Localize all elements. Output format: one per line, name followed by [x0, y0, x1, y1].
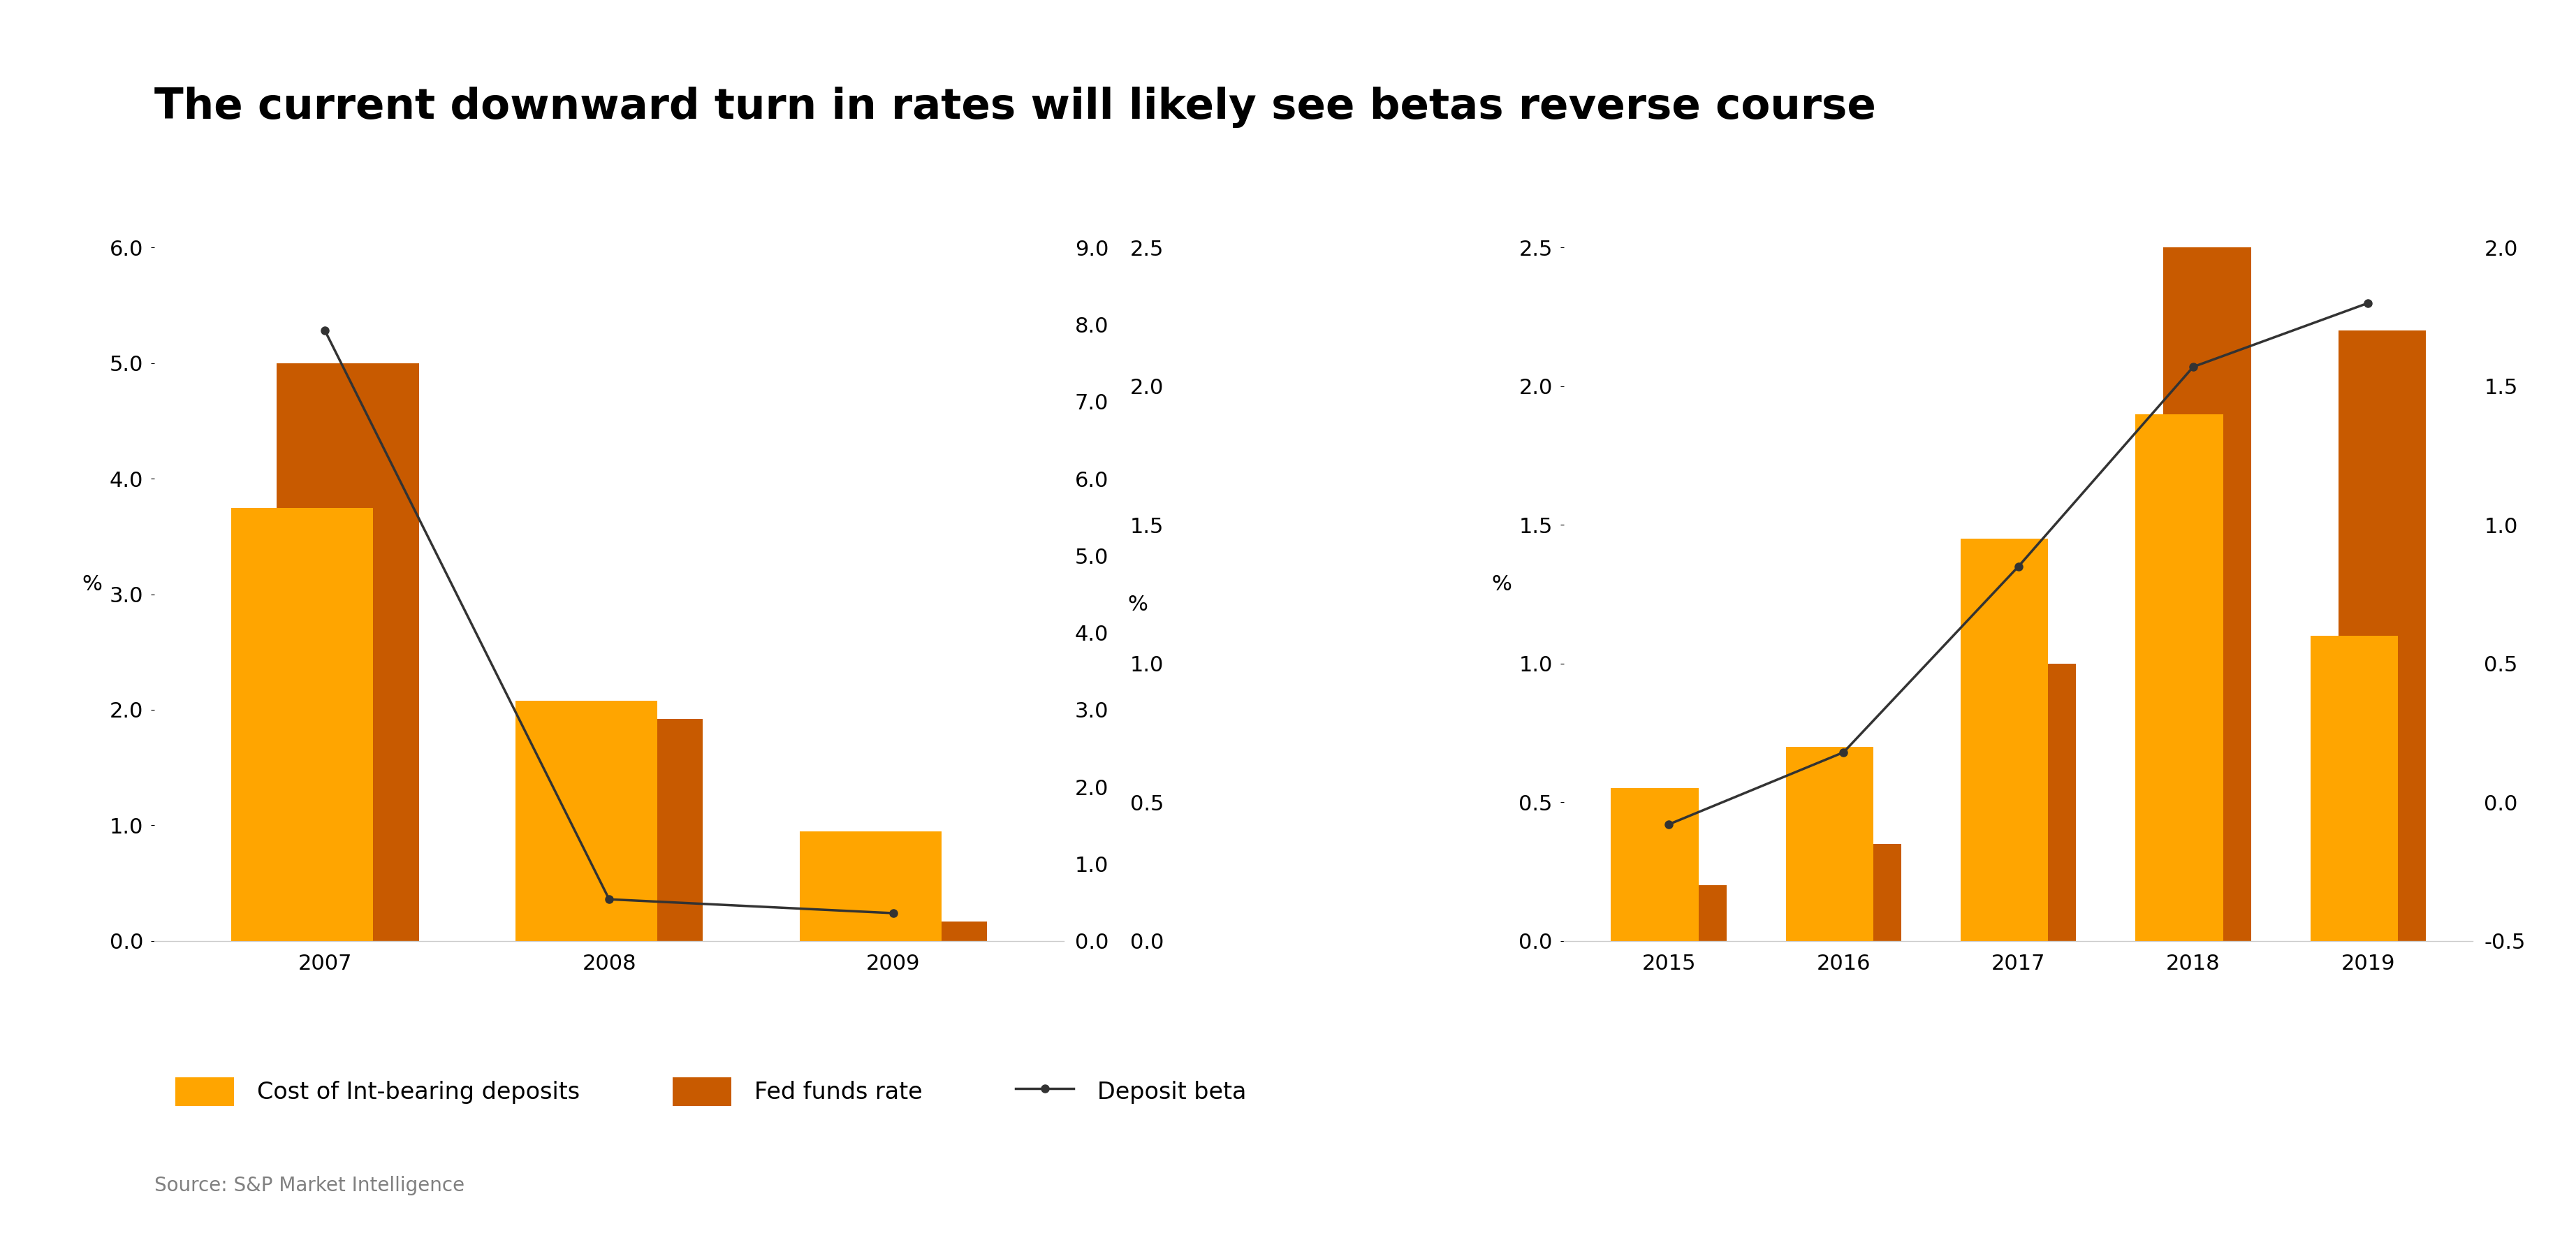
Bar — [1785, 747, 1873, 941]
Bar — [1960, 539, 2048, 941]
Y-axis label: %: % — [1128, 594, 1149, 614]
Bar — [2164, 0, 2251, 941]
Bar — [1638, 885, 1726, 941]
Bar — [2136, 413, 2223, 941]
Legend: Cost of Int-bearing deposits, Fed funds rate, Deposit beta: Cost of Int-bearing deposits, Fed funds … — [167, 1068, 1255, 1115]
Bar — [799, 831, 943, 941]
Bar — [232, 508, 374, 941]
Y-axis label: %: % — [82, 574, 103, 594]
Bar — [1610, 789, 1698, 941]
Bar — [1814, 844, 1901, 941]
Bar — [562, 719, 703, 941]
Bar — [515, 701, 657, 941]
Bar — [2339, 331, 2427, 941]
Text: The current downward turn in rates will likely see betas reverse course: The current downward turn in rates will … — [155, 87, 1875, 128]
Text: Source: S&P Market Intelligence: Source: S&P Market Intelligence — [155, 1176, 464, 1196]
Bar — [276, 363, 420, 941]
Y-axis label: %: % — [1492, 574, 1512, 594]
Bar — [2311, 636, 2398, 941]
Bar — [1989, 664, 2076, 941]
Bar — [845, 921, 987, 941]
